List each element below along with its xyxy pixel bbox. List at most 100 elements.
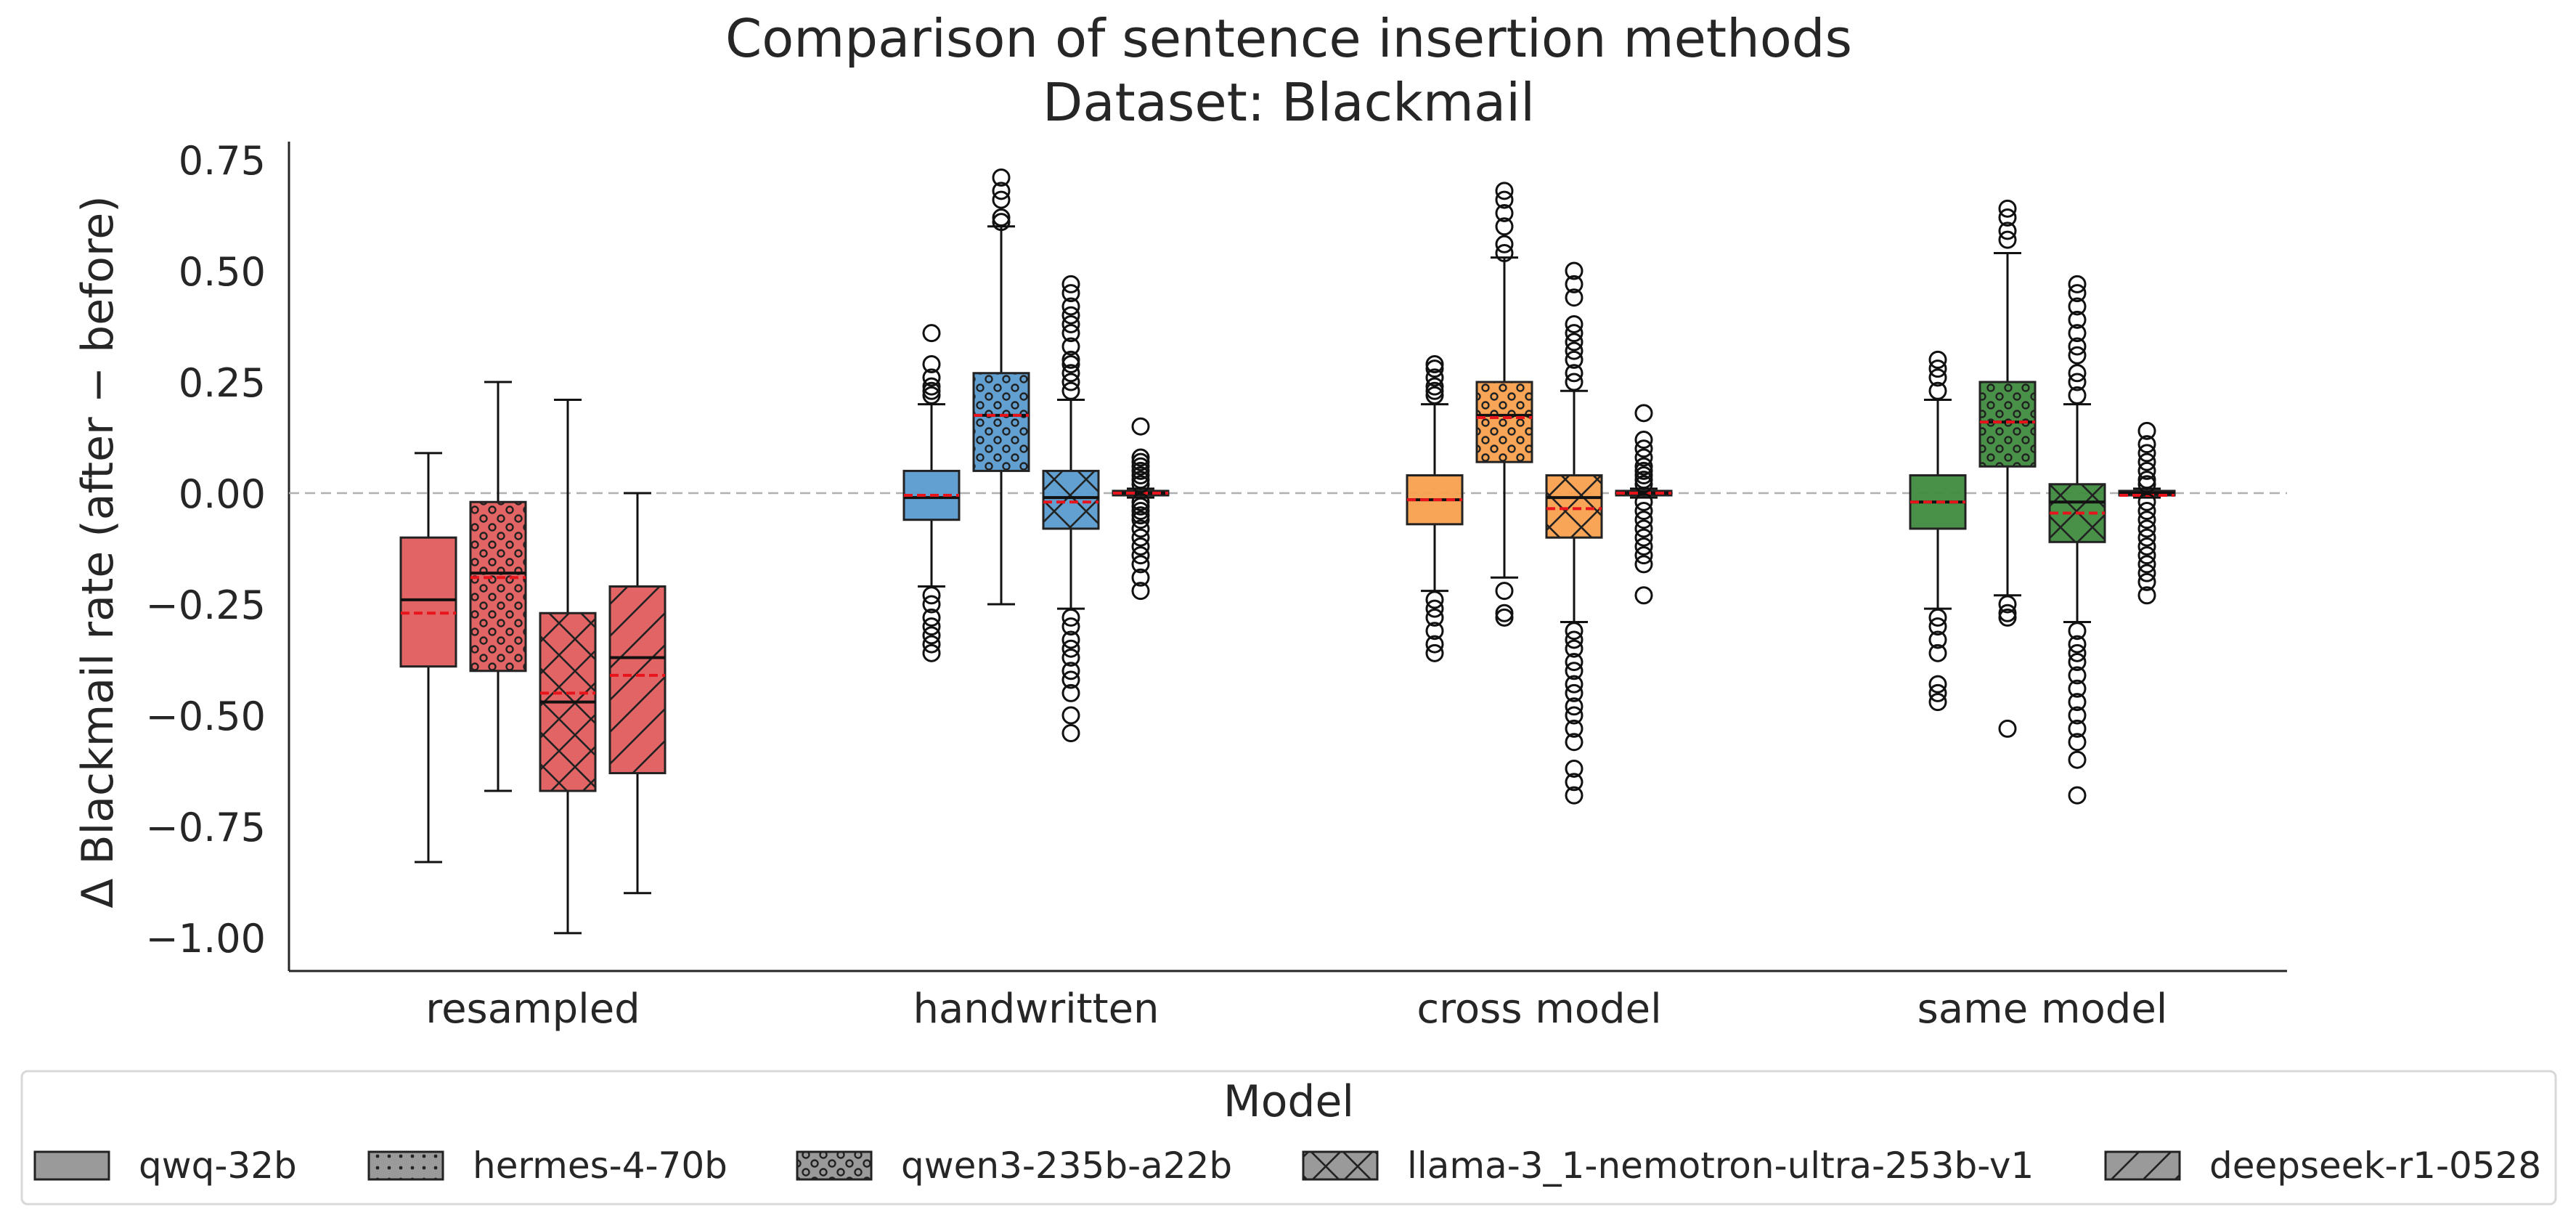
outlier-point (1634, 457, 1653, 476)
outlier-point (1425, 635, 1444, 654)
outlier-point (1061, 683, 1080, 702)
outlier-point (1928, 350, 1947, 369)
y-tick-label: 0.50 (179, 249, 266, 295)
legend-item-qwq-32b: qwq-32b (33, 1145, 297, 1187)
legend-item-llama-3_1-nemotron-ultra-253b-v1: llama-3_1-nemotron-ultra-253b-v1 (1302, 1145, 2034, 1187)
outlier-point (1425, 599, 1444, 618)
outlier-point (1061, 350, 1080, 369)
outlier-point (1061, 373, 1080, 391)
outlier-point (922, 595, 941, 614)
box-qwen3-235b-a22b-handwritten (972, 168, 1030, 606)
y-tick-label: 0.75 (179, 138, 266, 184)
outlier-point (2068, 622, 2087, 641)
outlier-point (992, 190, 1011, 209)
outlier-point (1565, 653, 1583, 672)
outlier-point (922, 368, 941, 387)
outlier-point (922, 377, 941, 396)
outlier-point (1565, 622, 1583, 641)
outlier-point (2068, 679, 2087, 698)
outlier-point (2137, 519, 2156, 538)
outlier-point (1565, 373, 1583, 391)
outlier-point (1061, 670, 1080, 689)
outlier-point (2068, 346, 2087, 365)
outlier-point (2137, 564, 2156, 582)
x-tick-label: handwritten (913, 986, 1159, 1033)
box-llama-3_1-nemotron-ultra-253b-v1-handwritten (1042, 275, 1100, 742)
y-tick-label: −0.50 (146, 694, 266, 739)
outlier-point (2137, 537, 2156, 556)
outlier-point (1565, 773, 1583, 792)
outlier-point (992, 208, 1011, 227)
y-tick-label: −0.75 (146, 805, 266, 850)
outlier-point (1928, 617, 1947, 636)
outlier-point (1565, 733, 1583, 752)
outlier-point (1061, 617, 1080, 636)
outlier-point (1131, 519, 1150, 538)
x-tick-label: cross model (1417, 986, 1661, 1033)
outlier-point (2068, 386, 2087, 405)
outlier-point (1061, 364, 1080, 383)
outlier-point (1131, 528, 1150, 547)
y-tick-label: 0.25 (179, 360, 266, 406)
outlier-point (1565, 683, 1583, 702)
legend-title: Model (1223, 1076, 1354, 1127)
outlier-point (1061, 706, 1080, 725)
outlier-point (2137, 546, 2156, 565)
outlier-point (1131, 471, 1150, 489)
box-hatch (974, 373, 1029, 471)
outlier-point (2137, 444, 2156, 463)
outlier-point (2068, 719, 2087, 738)
outlier-point (992, 213, 1011, 232)
outlier-point (1928, 368, 1947, 387)
outlier-point (1928, 675, 1947, 694)
outlier-point (1634, 466, 1653, 485)
outlier-point (1425, 590, 1444, 609)
outlier-point (1131, 452, 1150, 471)
outlier-point (1495, 604, 1514, 622)
outlier-point (1634, 537, 1653, 556)
box-qwen3-235b-a22b-same-model (1978, 199, 2037, 738)
legend-patch-hatch (369, 1152, 443, 1179)
outlier-point (1565, 350, 1583, 369)
x-tick-label: resampled (425, 986, 640, 1033)
outlier-point (1425, 643, 1444, 662)
outlier-point (1565, 697, 1583, 716)
outlier-point (2137, 501, 2156, 520)
outlier-point (1998, 719, 2017, 738)
outlier-point (1998, 222, 2017, 240)
outlier-point (1928, 643, 1947, 662)
outlier-point (1495, 182, 1514, 200)
outlier-point (1061, 314, 1080, 333)
box-body (399, 536, 457, 668)
outlier-point (922, 586, 941, 605)
outlier-point (2068, 284, 2087, 303)
outlier-point (1425, 622, 1444, 641)
outlier-point (2068, 275, 2087, 293)
box-llama-3_1-nemotron-ultra-253b-v1-same-model (2048, 275, 2106, 805)
outlier-point (922, 626, 941, 645)
outlier-point (1131, 555, 1150, 574)
box-deepseek-r1-0528-resampled (608, 492, 667, 895)
outlier-point (2137, 492, 2156, 511)
outlier-point (1634, 448, 1653, 467)
outlier-point (1495, 235, 1514, 253)
box-qwq-32b-same-model (1909, 350, 1967, 712)
outlier-point (1998, 230, 2017, 249)
legend-item-qwen3-235b-a22b: qwen3-235b-a22b (796, 1145, 1232, 1187)
outlier-point (2137, 435, 2156, 454)
outlier-point (2068, 706, 2087, 725)
outlier-point (1998, 608, 2017, 627)
legend-patch-hatch (797, 1152, 871, 1179)
box-llama-3_1-nemotron-ultra-253b-v1-resampled (539, 398, 597, 935)
outlier-point (1928, 683, 1947, 702)
outlier-point (1425, 381, 1444, 400)
outlier-point (1131, 568, 1150, 587)
box-llama-3_1-nemotron-ultra-253b-v1-cross-model (1545, 261, 1603, 805)
outlier-point (922, 608, 941, 627)
outlier-point (1131, 475, 1150, 494)
box-deepseek-r1-0528-handwritten (1112, 417, 1170, 601)
outlier-point (992, 168, 1011, 187)
outlier-point (922, 386, 941, 405)
outlier-point (1634, 528, 1653, 547)
box-qwq-32b-cross-model (1406, 355, 1464, 662)
